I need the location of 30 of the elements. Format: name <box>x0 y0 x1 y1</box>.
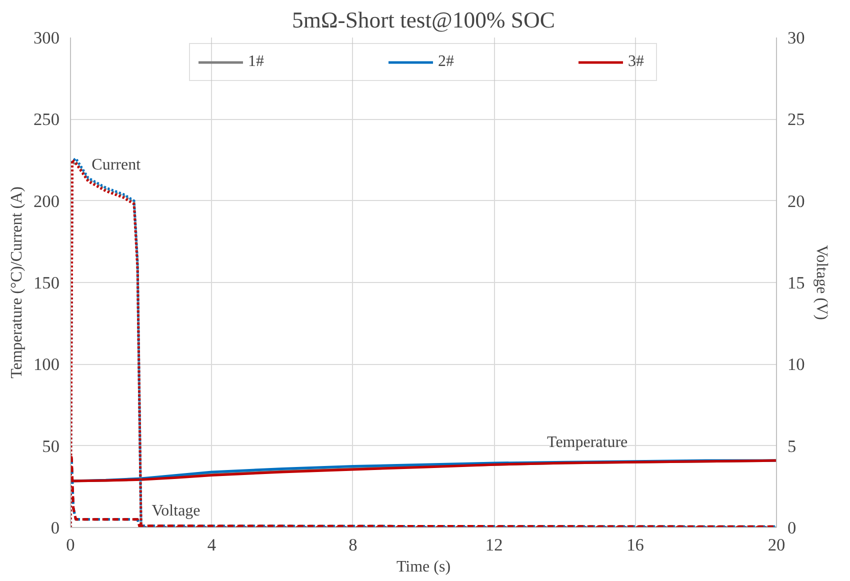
x-tick-label: 8 <box>348 536 358 554</box>
annotation: Temperature <box>547 434 628 452</box>
y2-tick-label: 10 <box>788 355 805 374</box>
y2-tick-label: 20 <box>788 192 805 211</box>
x-tick-label: 20 <box>768 536 786 554</box>
y2-tick-label: 30 <box>788 28 805 48</box>
y2-tick-label: 25 <box>788 110 805 130</box>
x-axis-title: Time (s) <box>396 558 451 576</box>
y-tick-label: 200 <box>34 192 60 211</box>
y-tick-label: 150 <box>34 274 60 292</box>
y-tick-label: 300 <box>34 28 60 48</box>
y-tick-label: 100 <box>34 355 60 374</box>
x-tick-label: 16 <box>626 536 644 554</box>
y2-tick-label: 15 <box>788 274 805 292</box>
chart-title: 5mΩ-Short test@100% SOC <box>292 8 556 32</box>
legend-label: 3# <box>628 53 645 71</box>
y-tick-label: 250 <box>34 110 60 130</box>
x-tick-label: 0 <box>66 536 75 554</box>
x-tick-label: 4 <box>207 536 216 554</box>
y2-tick-label: 0 <box>788 518 796 538</box>
y-axis-title: Temperature (°C)/Current (A) <box>8 186 26 378</box>
annotation: Voltage <box>152 502 200 520</box>
y-tick-label: 50 <box>42 436 60 456</box>
y-tick-label: 0 <box>50 518 60 538</box>
legend-label: 2# <box>438 53 455 71</box>
y2-tick-label: 5 <box>788 436 796 456</box>
annotation: Current <box>92 156 142 174</box>
y2-axis-title: Voltage (V) <box>812 245 830 320</box>
x-tick-label: 12 <box>485 536 503 554</box>
legend-label: 1# <box>248 53 265 71</box>
